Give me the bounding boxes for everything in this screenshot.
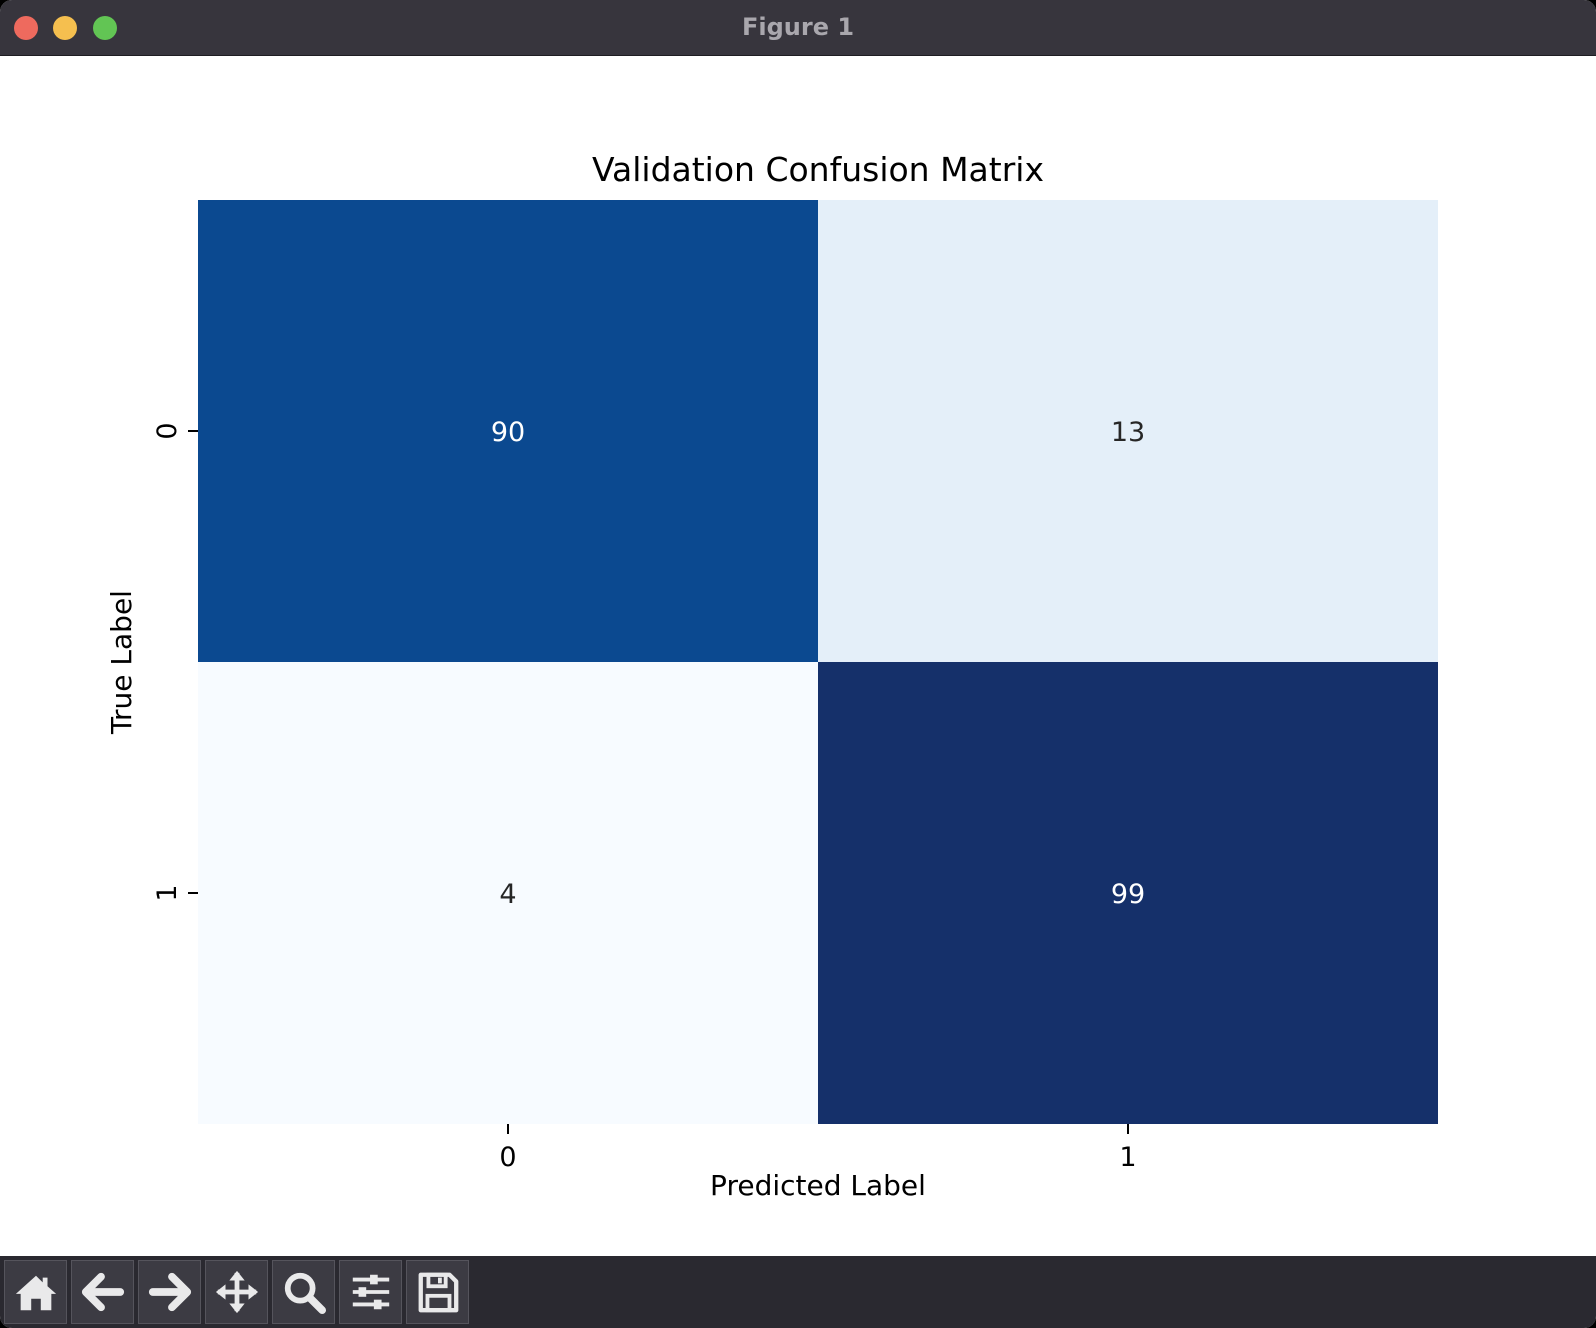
home-icon	[15, 1275, 56, 1311]
minimize-window-button[interactable]	[53, 16, 77, 40]
heatmap-cell	[198, 662, 818, 1124]
move-icon	[215, 1270, 258, 1314]
arrow-right-icon	[148, 1272, 191, 1312]
heatmap-cell	[818, 662, 1438, 1124]
window-title: Figure 1	[741, 13, 855, 41]
forward-button[interactable]	[138, 1260, 201, 1324]
x-tick-label: 1	[1119, 1142, 1136, 1173]
y-tick-label: 0	[152, 422, 183, 439]
cell-value-label: 13	[1111, 417, 1145, 448]
arrow-left-icon	[81, 1272, 124, 1312]
cell-value-label: 99	[1111, 879, 1145, 910]
zoom-button[interactable]	[272, 1260, 335, 1324]
x-tick-label: 0	[499, 1142, 516, 1173]
heatmap-cell	[198, 200, 818, 662]
heatmap-cell	[818, 200, 1438, 662]
figure-canvas[interactable]: Validation Confusion Matrix 90 13 4 99 0 1 0…	[0, 56, 1596, 1256]
maximize-window-button[interactable]	[93, 16, 117, 40]
magnifier-icon	[284, 1272, 326, 1315]
save-button[interactable]	[406, 1260, 469, 1324]
close-window-button[interactable]	[14, 16, 38, 40]
floppy-disk-icon	[418, 1272, 458, 1313]
confusion-matrix-chart: Validation Confusion Matrix 90 13 4 99 0 1 0…	[105, 150, 1438, 1202]
sliders-icon	[352, 1274, 389, 1310]
x-axis-label: Predicted Label	[710, 1169, 926, 1202]
y-tick-label: 1	[152, 884, 183, 901]
back-button[interactable]	[71, 1260, 134, 1324]
y-axis-label: True Label	[105, 590, 138, 735]
pan-button[interactable]	[205, 1260, 268, 1324]
configure-subplots-button[interactable]	[339, 1260, 402, 1324]
home-button[interactable]	[4, 1260, 67, 1324]
navigation-toolbar	[0, 1256, 1596, 1328]
chart-title: Validation Confusion Matrix	[592, 150, 1044, 189]
cell-value-label: 90	[491, 417, 525, 448]
cell-value-label: 4	[499, 879, 516, 910]
title-bar[interactable]: Figure 1	[0, 0, 1596, 56]
